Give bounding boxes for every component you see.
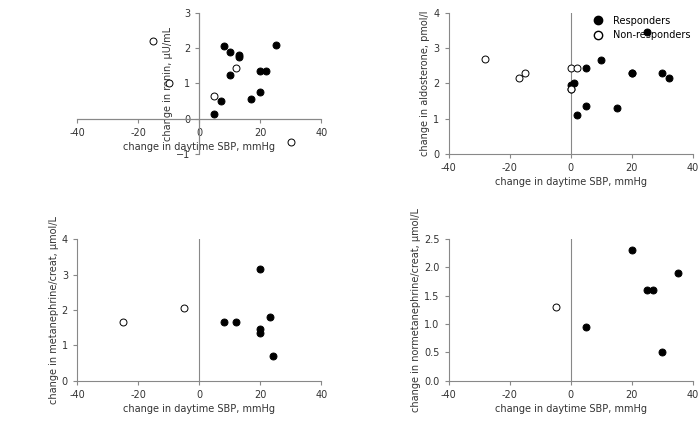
Point bbox=[230, 319, 241, 326]
Y-axis label: change in aldosterone, pmol/l: change in aldosterone, pmol/l bbox=[421, 11, 430, 156]
Point bbox=[218, 43, 230, 49]
Point bbox=[117, 319, 128, 326]
Point bbox=[571, 112, 582, 119]
Y-axis label: change in metanephrine/creat, μmol/L: change in metanephrine/creat, μmol/L bbox=[49, 216, 59, 404]
Point bbox=[148, 38, 159, 44]
Point bbox=[163, 80, 174, 87]
Point bbox=[255, 89, 266, 96]
Point bbox=[596, 57, 607, 64]
Point bbox=[233, 52, 244, 58]
Point bbox=[261, 68, 272, 74]
Point bbox=[611, 105, 622, 112]
Point bbox=[255, 266, 266, 272]
Point bbox=[255, 330, 266, 336]
Point bbox=[657, 69, 668, 76]
Point bbox=[550, 304, 561, 310]
Point bbox=[565, 85, 576, 92]
Point bbox=[218, 319, 230, 326]
Point bbox=[255, 326, 266, 333]
Point bbox=[642, 287, 653, 294]
Point bbox=[565, 82, 576, 88]
X-axis label: change in daytime SBP, mmHg: change in daytime SBP, mmHg bbox=[123, 404, 275, 414]
Point bbox=[480, 55, 491, 62]
Y-axis label: change in renin, μU/mL: change in renin, μU/mL bbox=[163, 26, 173, 140]
Point bbox=[255, 68, 266, 74]
Point bbox=[580, 324, 592, 330]
Point bbox=[230, 64, 241, 71]
Point bbox=[286, 138, 297, 145]
Point bbox=[519, 69, 531, 76]
X-axis label: change in daytime SBP, mmHg: change in daytime SBP, mmHg bbox=[123, 142, 275, 152]
Point bbox=[663, 75, 674, 82]
Point bbox=[672, 270, 683, 277]
Point bbox=[209, 93, 220, 99]
Point bbox=[580, 103, 592, 110]
Point bbox=[648, 287, 659, 294]
X-axis label: change in daytime SBP, mmHg: change in daytime SBP, mmHg bbox=[495, 404, 647, 414]
Point bbox=[565, 85, 576, 92]
Point bbox=[657, 349, 668, 356]
Point bbox=[571, 64, 582, 71]
Point bbox=[270, 41, 281, 48]
Point bbox=[642, 29, 653, 36]
Point bbox=[224, 48, 235, 55]
Point bbox=[626, 69, 638, 76]
Point bbox=[264, 313, 275, 320]
Point bbox=[224, 71, 235, 78]
Point bbox=[568, 80, 580, 87]
Point bbox=[626, 69, 638, 76]
Point bbox=[565, 64, 576, 71]
Legend: Responders, Non-responders: Responders, Non-responders bbox=[587, 14, 692, 42]
Point bbox=[580, 64, 592, 71]
Point bbox=[267, 352, 278, 359]
Point bbox=[626, 247, 638, 254]
Point bbox=[215, 98, 226, 104]
Point bbox=[178, 305, 190, 312]
Point bbox=[233, 54, 244, 60]
Point bbox=[209, 110, 220, 117]
Point bbox=[246, 96, 257, 103]
X-axis label: change in daytime SBP, mmHg: change in daytime SBP, mmHg bbox=[495, 177, 647, 187]
Point bbox=[513, 75, 524, 82]
Y-axis label: change in normetanephrine/creat, μmol/L: change in normetanephrine/creat, μmol/L bbox=[412, 208, 421, 412]
